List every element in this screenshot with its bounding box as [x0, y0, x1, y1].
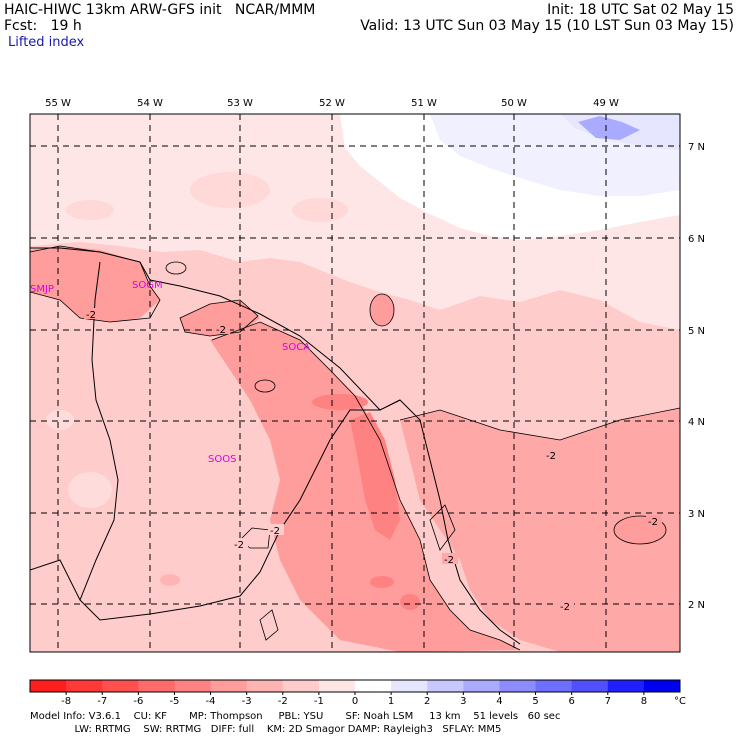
lon-label: 51 W [411, 98, 437, 109]
colorbar-swatch [463, 680, 500, 692]
colorbar-tick-label: -4 [205, 696, 216, 707]
latitude-labels: 7 N 6 N 5 N 4 N 3 N 2 N [688, 142, 705, 611]
lat-label: 2 N [688, 600, 705, 611]
contour-label: -2 [546, 451, 556, 462]
model-info-line2: LW: RRTMG SW: RRTMG DIFF: full KM: 2D Sm… [30, 724, 502, 735]
contour-label: -2 [560, 602, 570, 613]
station-smjp: SMJP [30, 284, 54, 295]
lat-label: 3 N [688, 509, 705, 520]
lon-label: 52 W [319, 98, 345, 109]
colorbar-swatch [30, 680, 67, 692]
colorbar-unit: °C [674, 696, 686, 707]
lifted-index-field: -2 -2 -2 -2 -2 -2 -2 -2 SMJP SOGM SOCA S… [30, 114, 680, 652]
station-soos: SOOS [208, 454, 236, 465]
lat-label: 4 N [688, 417, 705, 428]
colorbar-swatch [499, 680, 537, 692]
colorbar-tick-label: 1 [387, 696, 395, 707]
colorbar-tick-label: -5 [169, 696, 180, 707]
colorbar-swatch [607, 680, 645, 692]
colorbar-swatch [210, 680, 248, 692]
coastlines [30, 247, 521, 645]
contour-label: -2 [270, 526, 280, 537]
colorbar-swatch [535, 680, 573, 692]
colorbar [29, 679, 681, 695]
lon-label: 53 W [227, 98, 253, 109]
lon-label: 55 W [45, 98, 71, 109]
colorbar-swatch [174, 680, 212, 692]
colorbar-swatch [391, 680, 428, 692]
contour-label: -2 [444, 555, 454, 566]
colorbar-swatch [571, 680, 609, 692]
colorbar-swatch [282, 680, 320, 692]
colorbar-swatch [102, 680, 139, 692]
init-time: Init: 18 UTC Sat 02 May 15 [547, 2, 734, 18]
lon-label: 49 W [593, 98, 619, 109]
colorbar-swatch [427, 680, 464, 692]
colorbar-swatch [355, 680, 392, 692]
model-title: HAIC-HIWC 13km ARW-GFS init NCAR/MMM [4, 2, 316, 18]
colorbar-tick-label: 8 [640, 696, 648, 707]
colorbar-tick-label: 6 [568, 696, 575, 707]
longitude-labels: 55 W 54 W 53 W 52 W 51 W 50 W 49 W [45, 98, 619, 109]
lat-label: 7 N [688, 142, 705, 153]
model-info-line1: Model Info: V3.6.1 CU: KF MP: Thompson P… [30, 711, 561, 722]
colorbar-tick-label: 5 [532, 696, 539, 707]
lon-label: 54 W [137, 98, 163, 109]
colorbar-tick-label: 4 [496, 696, 503, 707]
colorbar-tick-label: 3 [460, 696, 467, 707]
colorbar-tick-label: -1 [313, 696, 324, 707]
colorbar-tick-label: -3 [241, 696, 252, 707]
map-frame [29, 113, 681, 653]
colorbar-swatch [138, 680, 175, 692]
colorbar-tick-label: -2 [277, 696, 288, 707]
colorbar-swatch [66, 680, 103, 692]
colorbar-tick-label: 0 [351, 696, 359, 707]
contour-lines [30, 245, 680, 651]
lon-label: 50 W [501, 98, 527, 109]
colorbar-swatch [318, 680, 356, 692]
contour-label: -2 [648, 517, 658, 528]
station-sogm: SOGM [132, 280, 163, 291]
colorbar-swatch [643, 680, 681, 692]
lat-lon-grid [30, 114, 680, 652]
colorbar-tick-label: -7 [97, 696, 108, 707]
contour-label: -2 [234, 540, 244, 551]
contour-labels: -2 -2 -2 -2 -2 -2 -2 -2 [84, 308, 662, 613]
lat-label: 6 N [688, 234, 705, 245]
colorbar-tick-label: 2 [424, 696, 431, 707]
field-name: Lifted index [8, 35, 85, 50]
lat-label: 5 N [688, 326, 705, 337]
station-soca: SOCA [282, 342, 310, 353]
contour-label: -2 [86, 310, 96, 321]
valid-time: Valid: 13 UTC Sun 03 May 15 (10 LST Sun … [360, 18, 734, 34]
forecast-hour: Fcst: 19 h [4, 18, 82, 34]
colorbar-tick-label: 7 [604, 696, 611, 707]
contour-label: -2 [216, 325, 226, 336]
colorbar-swatch [246, 680, 284, 692]
colorbar-tick-label: -8 [61, 696, 72, 707]
colorbar-tick-label: -6 [133, 696, 144, 707]
